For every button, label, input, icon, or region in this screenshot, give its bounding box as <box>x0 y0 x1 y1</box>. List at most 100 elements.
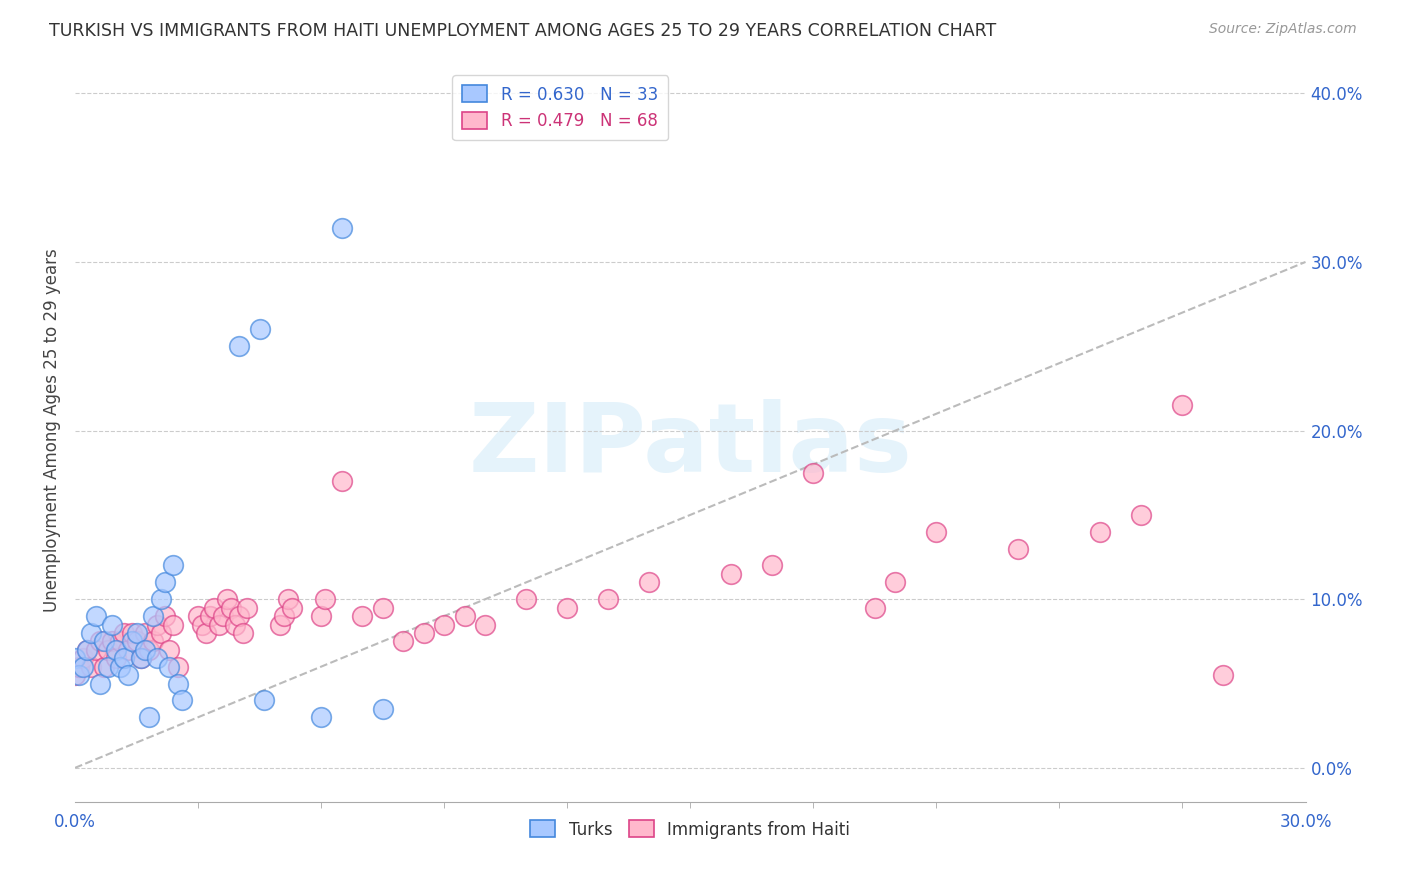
Point <box>155 575 177 590</box>
Point <box>863 600 886 615</box>
Point <box>84 642 107 657</box>
Legend: Turks, Immigrants from Haiti: Turks, Immigrants from Haiti <box>523 814 856 846</box>
Point <box>309 609 332 624</box>
Point <box>1171 398 1194 412</box>
Point <box>67 659 90 673</box>
Point <box>80 659 103 673</box>
Point <box>330 221 353 235</box>
Point <box>412 626 434 640</box>
Text: ZIPatlas: ZIPatlas <box>468 399 912 491</box>
Point <box>89 676 111 690</box>
Point <box>371 702 394 716</box>
Point <box>162 558 184 573</box>
Point <box>72 659 94 673</box>
Point <box>925 524 948 539</box>
Point <box>228 339 250 353</box>
Text: Source: ZipAtlas.com: Source: ZipAtlas.com <box>1209 22 1357 37</box>
Point <box>155 609 177 624</box>
Point <box>129 651 152 665</box>
Point <box>224 617 246 632</box>
Point <box>125 634 148 648</box>
Point <box>720 566 742 581</box>
Point <box>761 558 783 573</box>
Point <box>309 710 332 724</box>
Point <box>101 617 124 632</box>
Point <box>204 600 226 615</box>
Point <box>249 322 271 336</box>
Point <box>269 617 291 632</box>
Point <box>89 634 111 648</box>
Point <box>101 634 124 648</box>
Point <box>352 609 374 624</box>
Point <box>112 626 135 640</box>
Point <box>371 600 394 615</box>
Point <box>884 575 907 590</box>
Point <box>142 609 165 624</box>
Point <box>253 693 276 707</box>
Point <box>129 651 152 665</box>
Point <box>146 617 169 632</box>
Point <box>191 617 214 632</box>
Point <box>157 659 180 673</box>
Point <box>215 592 238 607</box>
Point <box>1007 541 1029 556</box>
Point <box>211 609 233 624</box>
Point <box>1130 508 1153 522</box>
Point <box>187 609 209 624</box>
Point <box>63 668 86 682</box>
Point <box>166 676 188 690</box>
Point <box>67 668 90 682</box>
Point <box>93 659 115 673</box>
Point <box>200 609 222 624</box>
Point <box>138 642 160 657</box>
Point <box>84 609 107 624</box>
Point <box>515 592 537 607</box>
Point <box>105 642 128 657</box>
Point <box>236 600 259 615</box>
Point <box>93 634 115 648</box>
Point <box>433 617 456 632</box>
Point <box>108 634 131 648</box>
Point <box>273 609 295 624</box>
Point <box>555 600 578 615</box>
Point <box>125 626 148 640</box>
Point <box>474 617 496 632</box>
Point <box>76 642 98 657</box>
Point <box>134 626 156 640</box>
Point <box>638 575 661 590</box>
Point <box>121 634 143 648</box>
Point <box>105 651 128 665</box>
Point <box>142 634 165 648</box>
Point <box>207 617 229 632</box>
Point <box>330 474 353 488</box>
Point <box>801 466 824 480</box>
Point <box>157 642 180 657</box>
Point <box>121 626 143 640</box>
Point <box>281 600 304 615</box>
Point <box>80 626 103 640</box>
Text: TURKISH VS IMMIGRANTS FROM HAITI UNEMPLOYMENT AMONG AGES 25 TO 29 YEARS CORRELAT: TURKISH VS IMMIGRANTS FROM HAITI UNEMPLO… <box>49 22 997 40</box>
Point <box>150 626 173 640</box>
Point <box>76 642 98 657</box>
Point <box>170 693 193 707</box>
Point <box>219 600 242 615</box>
Point <box>108 659 131 673</box>
Point <box>162 617 184 632</box>
Point <box>146 651 169 665</box>
Point <box>63 651 86 665</box>
Point <box>117 668 139 682</box>
Point <box>1212 668 1234 682</box>
Point <box>195 626 218 640</box>
Point <box>117 642 139 657</box>
Point <box>112 651 135 665</box>
Point <box>166 659 188 673</box>
Point <box>453 609 475 624</box>
Point <box>232 626 254 640</box>
Point <box>228 609 250 624</box>
Point <box>314 592 336 607</box>
Y-axis label: Unemployment Among Ages 25 to 29 years: Unemployment Among Ages 25 to 29 years <box>44 249 60 613</box>
Point <box>598 592 620 607</box>
Point <box>97 642 120 657</box>
Point <box>392 634 415 648</box>
Point <box>277 592 299 607</box>
